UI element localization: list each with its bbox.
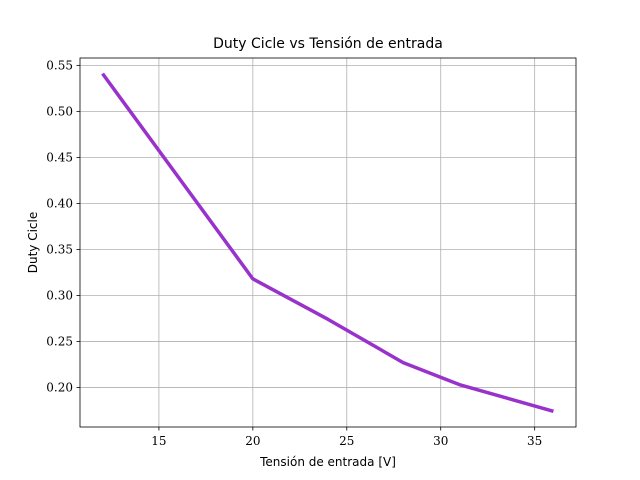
- y-tick-label: 0.40: [46, 196, 73, 210]
- y-tick-label: 0.50: [46, 104, 73, 118]
- y-tick-label: 0.30: [46, 288, 73, 302]
- x-tick-label: 20: [245, 434, 260, 448]
- x-tick-label: 35: [527, 434, 542, 448]
- y-tick-label: 0.35: [46, 242, 73, 256]
- y-tick-label: 0.20: [46, 380, 73, 394]
- ticks: 15 20 25 30 35 0.20 0.25 0.30 0.35 0.40 0.45 0.50 0.…: [46, 58, 542, 448]
- x-tick-label: 15: [151, 434, 166, 448]
- x-axis-label: Tensión de entrada [V]: [259, 455, 396, 469]
- series-line: [101, 72, 554, 414]
- y-axis-label: Duty Cicle: [26, 212, 40, 274]
- y-tick-label: 0.25: [46, 334, 73, 348]
- y-tick-label: 0.45: [46, 150, 73, 164]
- grid: [80, 58, 576, 427]
- chart-title: Duty Cicle vs Tensión de entrada: [213, 36, 443, 52]
- x-tick-label: 30: [433, 434, 448, 448]
- x-tick-label: 25: [339, 434, 354, 448]
- plot-frame: [79, 57, 577, 428]
- series-layer: [101, 72, 554, 414]
- y-tick-label: 0.55: [46, 58, 73, 72]
